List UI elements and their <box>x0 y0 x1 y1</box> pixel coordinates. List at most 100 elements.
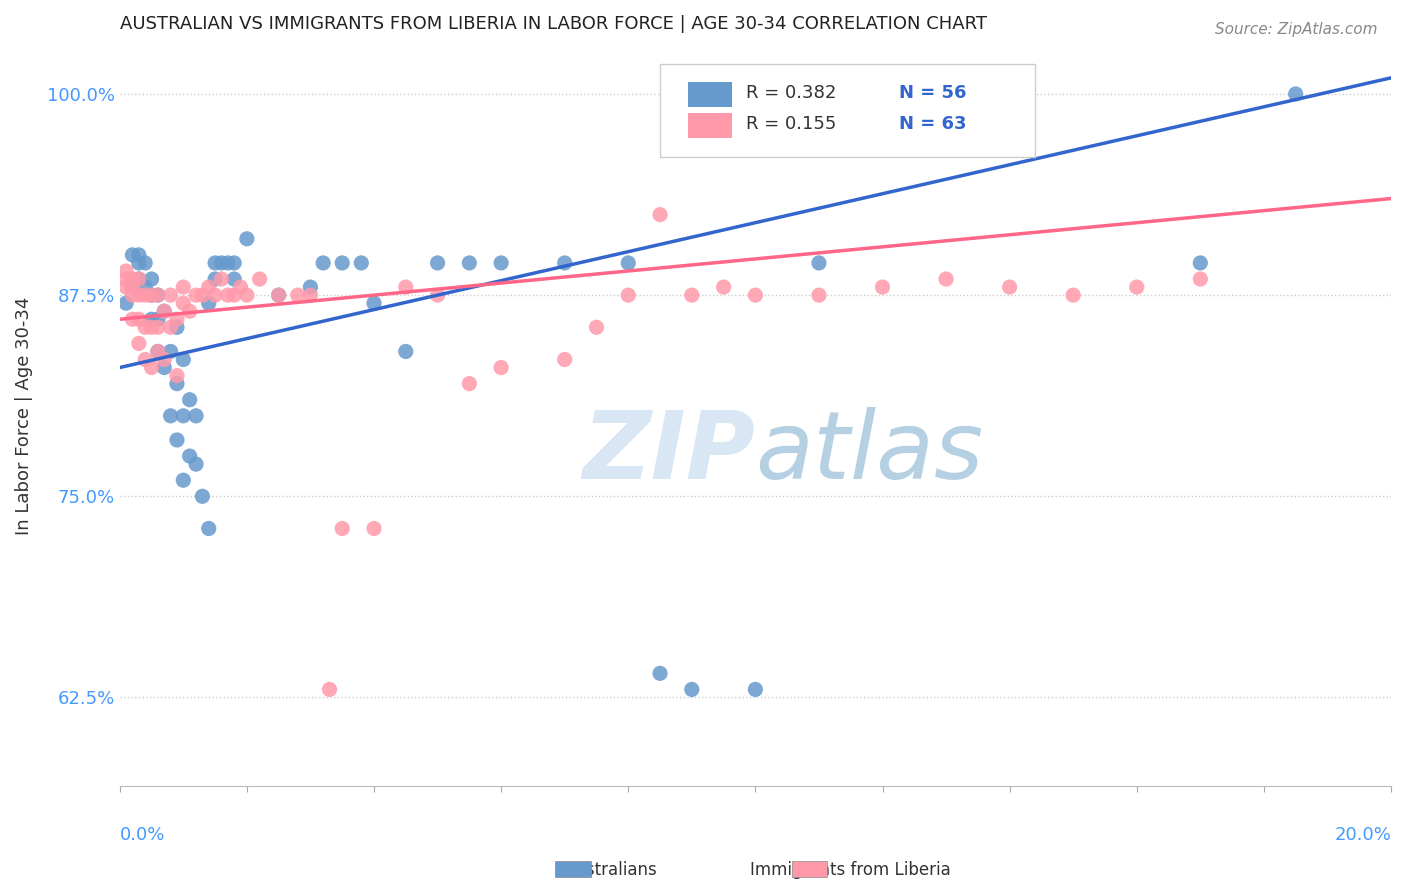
Point <box>1062 288 1084 302</box>
Point <box>330 521 353 535</box>
Text: ZIP: ZIP <box>582 407 755 499</box>
Point <box>172 473 194 487</box>
Point <box>224 256 246 270</box>
FancyBboxPatch shape <box>659 64 1035 157</box>
Y-axis label: In Labor Force | Age 30-34: In Labor Force | Age 30-34 <box>15 297 32 535</box>
Point <box>115 264 138 278</box>
Point <box>179 392 201 407</box>
Point <box>146 320 169 334</box>
Point <box>184 409 207 423</box>
Point <box>191 288 214 302</box>
Text: 20.0%: 20.0% <box>1334 826 1391 844</box>
Point <box>121 280 143 294</box>
Point <box>121 312 143 326</box>
Point <box>224 272 246 286</box>
Text: N = 63: N = 63 <box>898 115 966 133</box>
Point <box>267 288 290 302</box>
Point <box>153 304 176 318</box>
Point <box>204 272 226 286</box>
Point <box>184 288 207 302</box>
Text: Australians: Australians <box>565 861 658 879</box>
Point <box>159 409 181 423</box>
Point <box>121 280 143 294</box>
Point <box>330 256 353 270</box>
Point <box>141 360 163 375</box>
Point <box>713 280 735 294</box>
Point <box>153 360 176 375</box>
Point <box>141 288 163 302</box>
Point <box>872 280 894 294</box>
Point <box>146 344 169 359</box>
Point <box>128 312 150 326</box>
Point <box>166 433 188 447</box>
Point <box>159 288 181 302</box>
Point <box>115 296 138 310</box>
Point <box>1189 256 1212 270</box>
Point <box>681 682 703 697</box>
Point <box>172 409 194 423</box>
FancyBboxPatch shape <box>688 82 733 107</box>
Point <box>115 272 138 286</box>
Text: R = 0.382: R = 0.382 <box>747 84 837 102</box>
Point <box>121 248 143 262</box>
Point <box>128 272 150 286</box>
Point <box>744 682 766 697</box>
Point <box>267 288 290 302</box>
Point <box>249 272 271 286</box>
Point <box>807 288 830 302</box>
Point <box>153 352 176 367</box>
Point <box>211 272 233 286</box>
Point <box>229 280 252 294</box>
Point <box>166 368 188 383</box>
Point <box>121 288 143 302</box>
Point <box>146 288 169 302</box>
Point <box>141 320 163 334</box>
Point <box>426 288 449 302</box>
Point <box>287 288 309 302</box>
Point <box>179 449 201 463</box>
Point <box>585 320 607 334</box>
Point <box>617 288 640 302</box>
Point <box>204 288 226 302</box>
Point <box>312 256 335 270</box>
Text: AUSTRALIAN VS IMMIGRANTS FROM LIBERIA IN LABOR FORCE | AGE 30-34 CORRELATION CHA: AUSTRALIAN VS IMMIGRANTS FROM LIBERIA IN… <box>120 15 987 33</box>
Point <box>184 457 207 471</box>
Point <box>224 288 246 302</box>
Point <box>134 352 156 367</box>
Point <box>197 280 219 294</box>
Point <box>489 256 512 270</box>
Point <box>807 256 830 270</box>
Point <box>172 352 194 367</box>
Point <box>197 296 219 310</box>
Text: atlas: atlas <box>755 408 984 499</box>
Point <box>146 312 169 326</box>
Point <box>363 296 385 310</box>
Point <box>197 521 219 535</box>
Point <box>318 682 340 697</box>
Point <box>299 288 322 302</box>
Point <box>744 288 766 302</box>
Point <box>236 232 259 246</box>
Point <box>1125 280 1147 294</box>
Point <box>350 256 373 270</box>
Point <box>134 288 156 302</box>
Point <box>236 288 259 302</box>
Point <box>1285 87 1308 101</box>
Text: Source: ZipAtlas.com: Source: ZipAtlas.com <box>1215 22 1378 37</box>
Point <box>998 280 1021 294</box>
Point <box>211 256 233 270</box>
Point <box>121 272 143 286</box>
Point <box>128 272 150 286</box>
Text: N = 56: N = 56 <box>898 84 966 102</box>
Point <box>141 288 163 302</box>
Point <box>617 256 640 270</box>
Text: 0.0%: 0.0% <box>120 826 165 844</box>
Point <box>141 312 163 326</box>
Point <box>153 304 176 318</box>
Point <box>166 312 188 326</box>
Point <box>363 521 385 535</box>
Point <box>179 304 201 318</box>
Point <box>134 320 156 334</box>
FancyBboxPatch shape <box>688 113 733 138</box>
Point <box>134 280 156 294</box>
